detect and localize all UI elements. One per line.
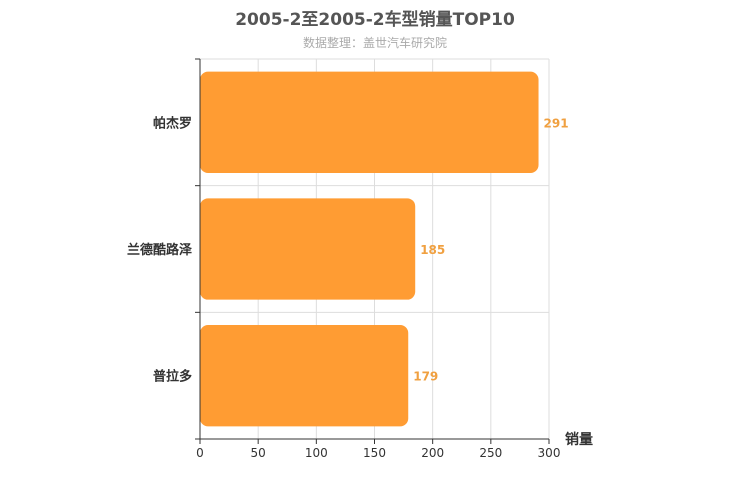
x-tick-label: 200 (421, 446, 444, 460)
x-tick-label: 100 (305, 446, 328, 460)
y-category-label: 兰德酷路泽 (127, 242, 193, 258)
bar (200, 325, 409, 427)
x-axis-label: 销量 (565, 431, 593, 448)
y-category-label: 普拉多 (153, 369, 192, 385)
data-label: 179 (413, 370, 438, 384)
bar (200, 71, 539, 173)
y-category-label: 帕杰罗 (153, 115, 192, 131)
chart-title: 2005-2至2005-2车型销量TOP10 (235, 10, 515, 30)
chart-subtitle: 数据整理：盖世汽车研究院 (302, 36, 447, 50)
x-tick-label: 150 (363, 446, 386, 460)
x-tick-label: 50 (251, 446, 266, 460)
x-tick-label: 0 (196, 446, 204, 460)
data-label: 185 (420, 243, 445, 257)
data-label: 291 (544, 116, 569, 130)
x-tick-label: 250 (479, 446, 502, 460)
x-tick-label: 300 (538, 446, 561, 460)
bar (200, 198, 416, 300)
bars: 291 185 179 (200, 71, 569, 427)
